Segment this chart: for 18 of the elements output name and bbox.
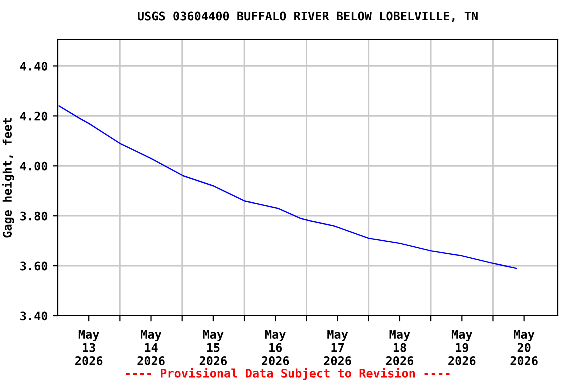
y-tick-label: 4.00 — [20, 162, 48, 171]
y-tick-label: 4.20 — [20, 112, 48, 121]
y-tick-label: 4.40 — [20, 62, 48, 71]
y-tick-label: 3.40 — [20, 312, 48, 321]
x-tick-label: May 17 2026 — [324, 330, 352, 366]
chart-title: USGS 03604400 BUFFALO RIVER BELOW LOBELVILLE, TN — [138, 12, 478, 22]
y-tick-label: 3.60 — [20, 262, 48, 271]
x-tick-label: May 18 2026 — [386, 330, 414, 366]
x-tick-label: May 19 2026 — [448, 330, 476, 366]
x-tick-label: May 14 2026 — [138, 330, 165, 366]
y-axis-title: Gage height, feet — [2, 118, 14, 238]
text: ---- Provisional Data Subject to Revision ---- — [126, 368, 450, 380]
x-tick-label: May 15 2026 — [200, 330, 228, 366]
x-tick-label: May 20 2026 — [510, 330, 538, 366]
x-tick-label: May 13 2026 — [76, 330, 103, 366]
y-tick-label: 3.80 — [20, 212, 48, 221]
x-tick-label: May 16 2026 — [262, 330, 290, 366]
line-series — [58, 106, 518, 270]
